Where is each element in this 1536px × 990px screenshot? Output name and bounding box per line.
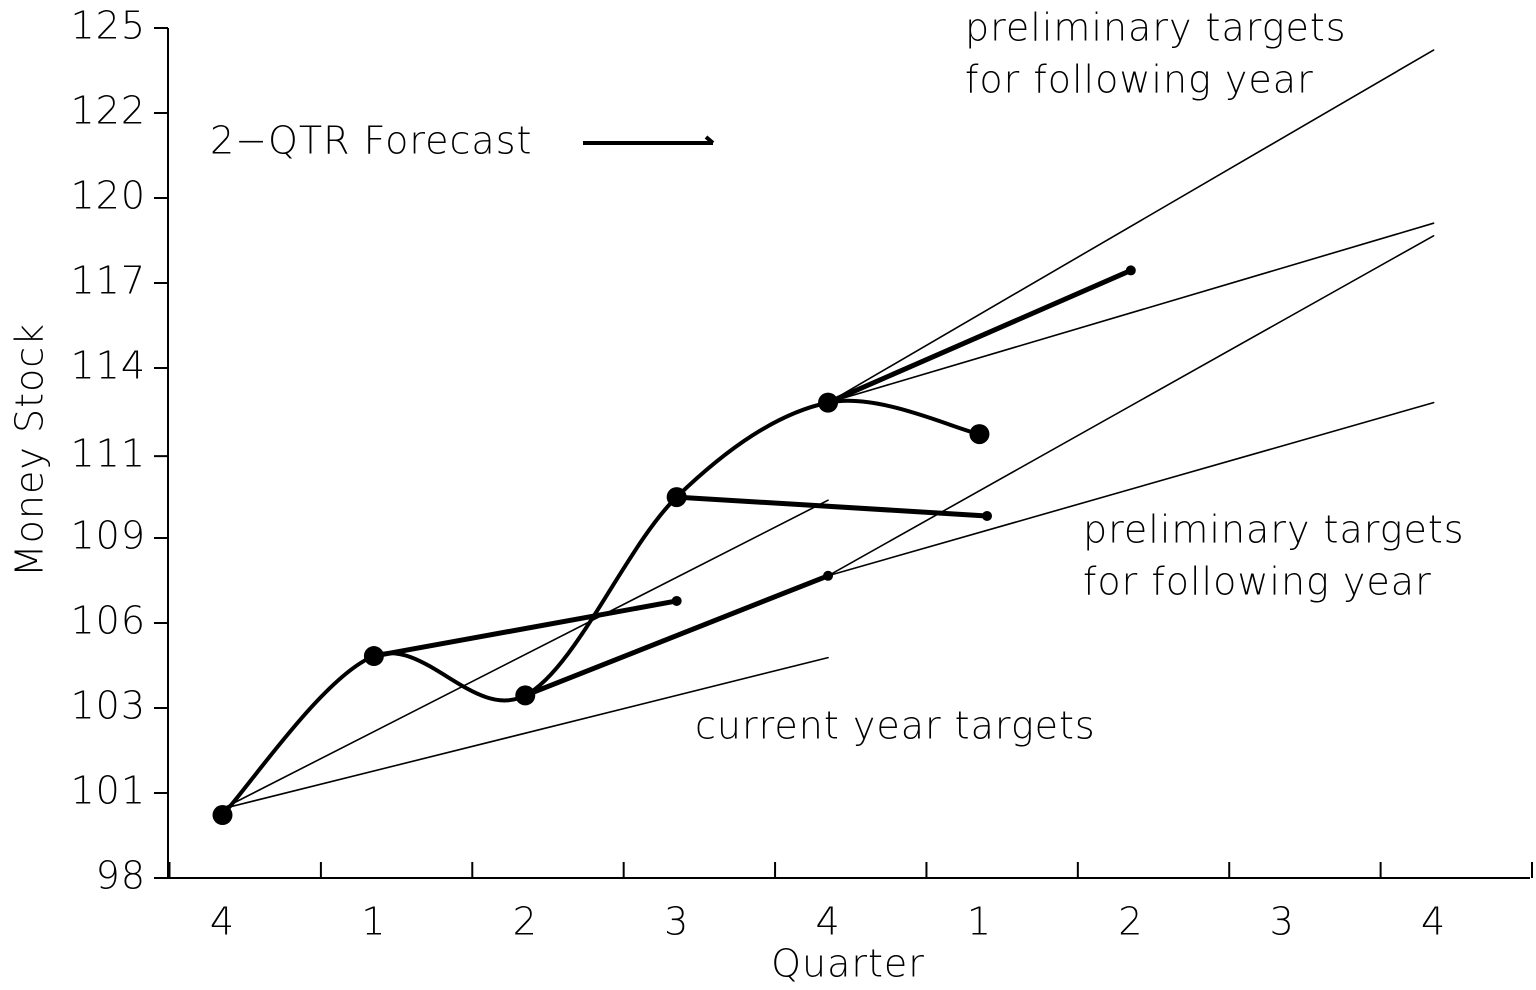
target-line	[827, 401, 1435, 577]
annotation: preliminary targets	[1083, 508, 1465, 552]
forecast-end	[671, 595, 682, 606]
x-tick-label: 4	[210, 900, 235, 944]
annotation: current year targets	[695, 704, 1096, 748]
y-axis-label: Money Stock	[8, 323, 52, 577]
actual-point	[969, 424, 990, 445]
target-line	[221, 499, 829, 810]
y-tick-label: 111	[70, 432, 146, 476]
target-line	[827, 234, 1435, 577]
x-tick-label: 4	[815, 900, 840, 944]
forecast-line	[371, 598, 680, 659]
forecast-line	[825, 267, 1134, 406]
legend-marker	[583, 135, 715, 145]
target-line	[827, 222, 1435, 404]
y-tick-label: 103	[70, 684, 146, 728]
legend-label: 2−QTR Forecast	[210, 119, 532, 163]
x-tick-label: 2	[1118, 900, 1143, 944]
y-tick-label: 109	[70, 514, 146, 558]
forecast-line	[522, 573, 831, 698]
forecast-end	[823, 570, 834, 581]
x-tick-label: 3	[1270, 900, 1295, 944]
annotation: preliminary targets	[965, 6, 1347, 50]
y-tick-label: 120	[70, 174, 146, 218]
x-tick-label: 4	[1421, 900, 1446, 944]
forecast-line	[674, 494, 990, 519]
target-line	[221, 656, 829, 810]
actual-point	[212, 805, 233, 826]
target-line	[827, 49, 1435, 404]
actual-point	[818, 392, 839, 413]
forecast-end	[1125, 265, 1136, 276]
y-tick-label: 122	[70, 89, 146, 133]
x-tick-label: 1	[967, 900, 992, 944]
actual-line	[221, 398, 980, 817]
x-tick-label: 2	[513, 900, 538, 944]
x-tick-label: 3	[664, 900, 689, 944]
y-tick-label: 125	[70, 4, 146, 48]
y-tick-label: 114	[70, 344, 146, 388]
y-tick-label: 117	[70, 259, 146, 303]
actual-point	[666, 487, 687, 508]
annotation: for following year	[965, 58, 1314, 102]
y-tick-label: 98	[96, 854, 146, 898]
annotation: for following year	[1083, 560, 1432, 604]
x-axis-label: Quarter	[771, 942, 925, 986]
actual-point	[515, 685, 536, 706]
y-tick-label: 101	[70, 769, 146, 813]
forecast-end	[982, 510, 993, 521]
actual-point	[363, 646, 384, 667]
y-tick-label: 106	[70, 599, 146, 643]
x-tick-label: 1	[361, 900, 386, 944]
